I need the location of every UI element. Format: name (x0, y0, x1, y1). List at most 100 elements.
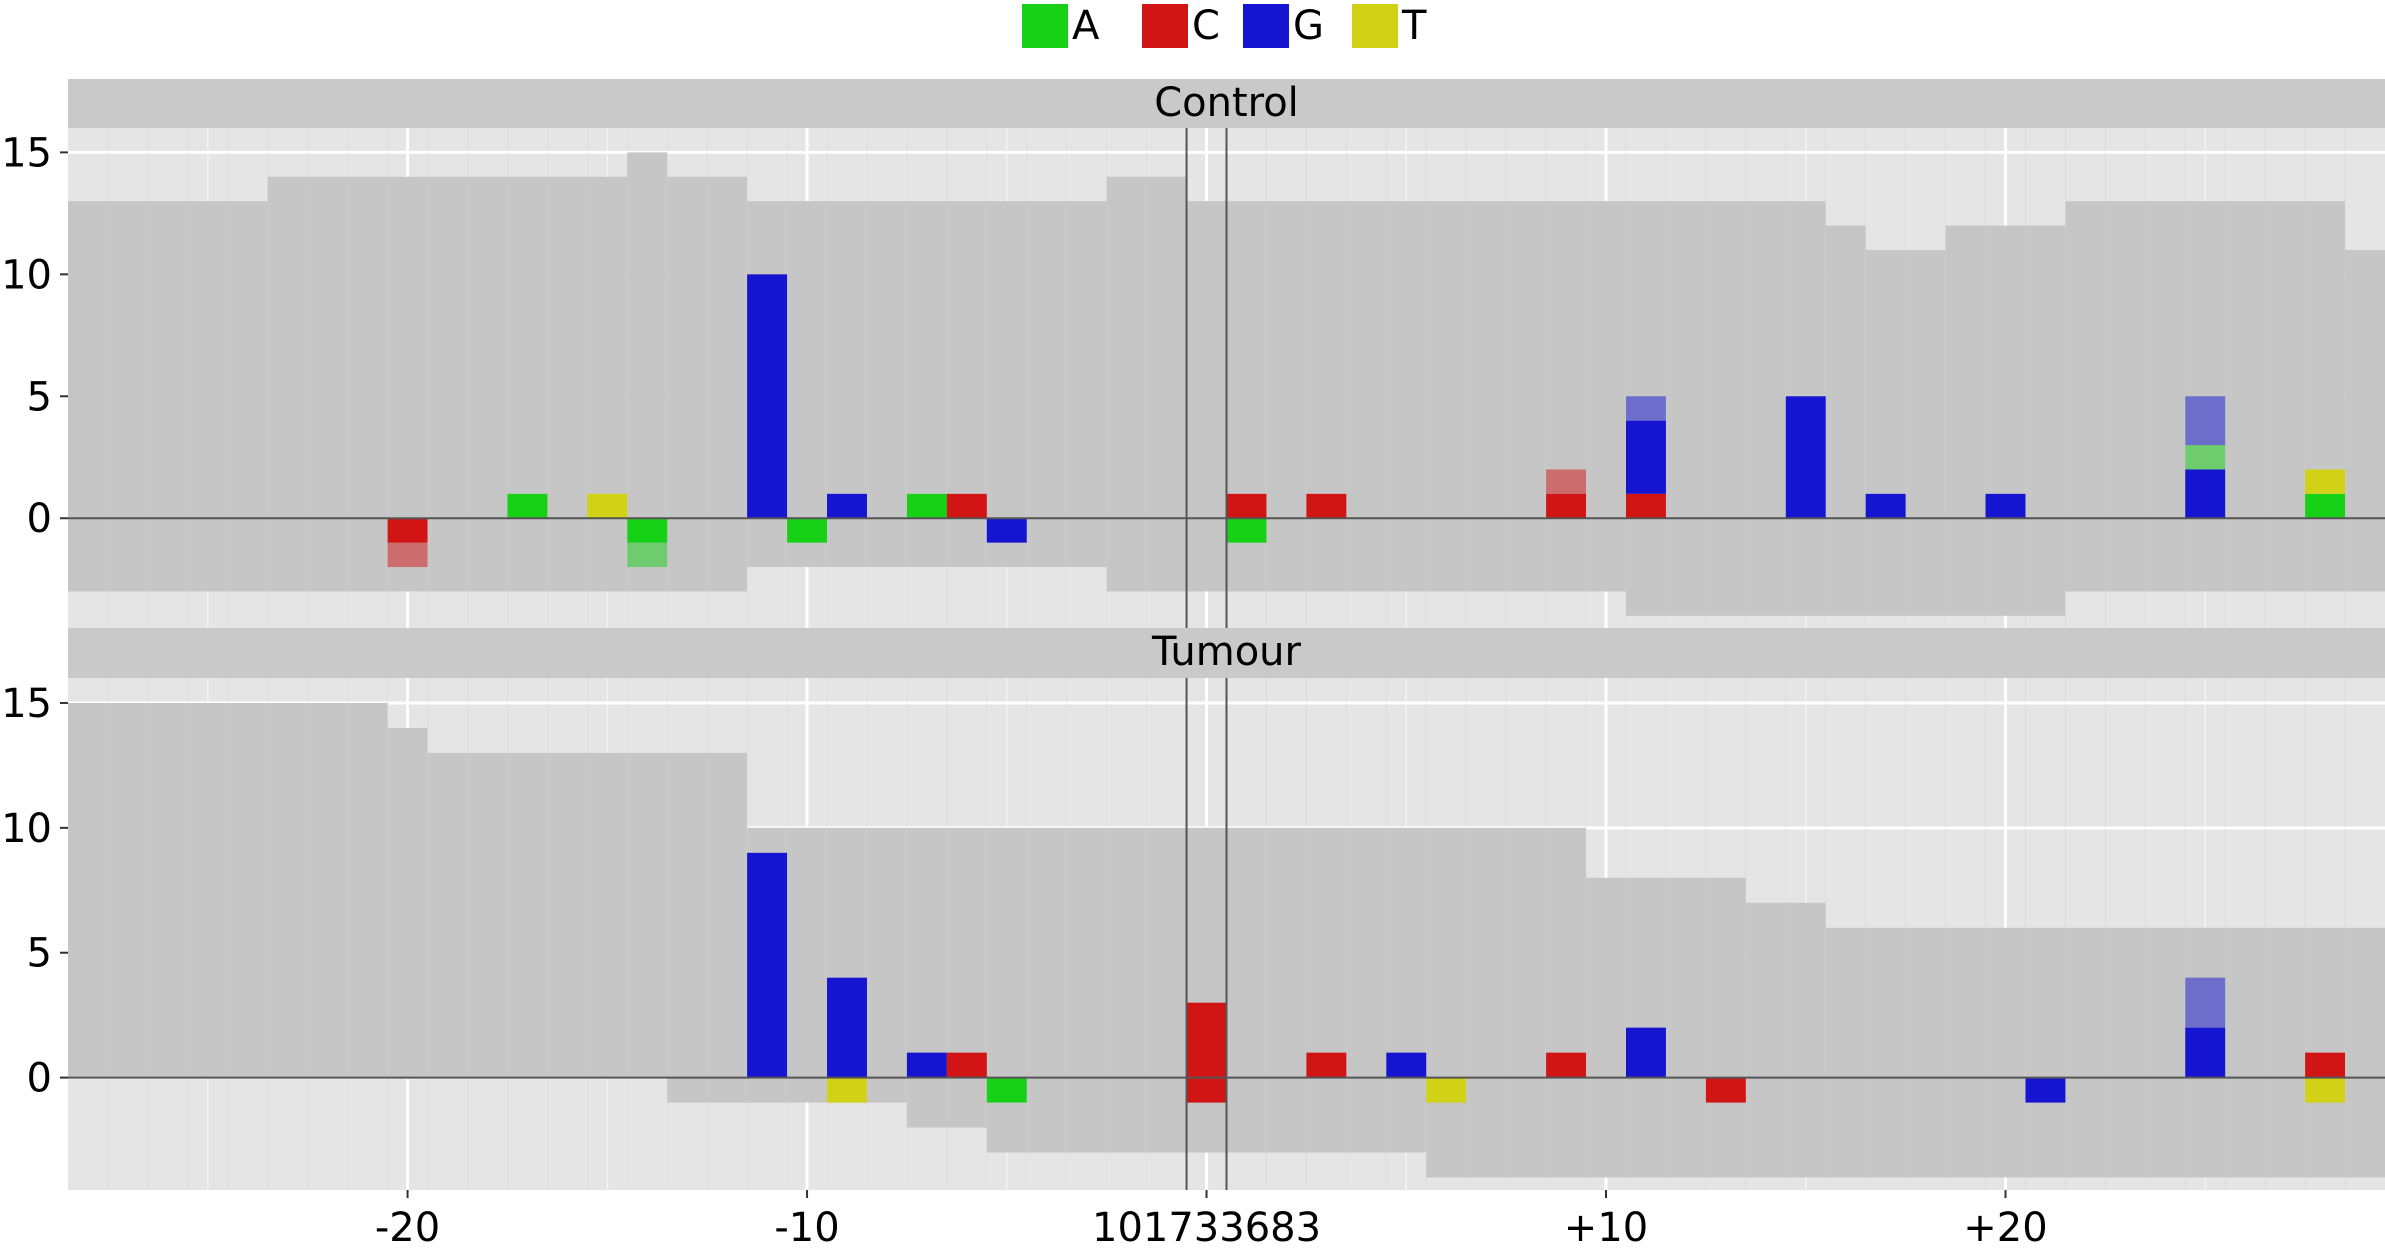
mismatch-bar-c (1546, 1052, 1587, 1078)
mismatch-bar-t (827, 1077, 867, 1103)
mismatch-bar-g (2185, 396, 2226, 446)
mismatch-bar-t (1426, 1077, 1467, 1103)
mismatch-bar-a (2305, 493, 2346, 519)
y-tick-label: 15 (1, 130, 52, 176)
depth-area-top (667, 176, 748, 519)
panel-control: Control 0 5 10 15 (1, 79, 2385, 628)
depth-area-top (1825, 225, 1866, 519)
mismatch-bar-c (1226, 493, 1267, 519)
panel-title: Control (1154, 80, 1299, 126)
panel-title: Tumour (1151, 629, 1302, 675)
legend-item-t: T (1352, 4, 1426, 48)
y-tick-label: 0 (27, 1056, 52, 1102)
mismatch-bar-c (1306, 1052, 1347, 1078)
y-tick-label: 10 (1, 252, 52, 298)
mismatch-bar-t (587, 493, 628, 519)
legend-item-c: C (1142, 4, 1220, 48)
legend-label: C (1192, 3, 1220, 49)
legend-swatch (1022, 4, 1068, 48)
y-tick-label: 15 (1, 681, 52, 727)
x-tick-label: +20 (1963, 1205, 2047, 1251)
mismatch-bar-c (1186, 1077, 1227, 1103)
mismatch-bar-g (1985, 493, 2026, 519)
mismatch-bar-c (1306, 493, 1347, 519)
mismatch-bar-g (1625, 396, 1666, 421)
y-tick-label: 5 (27, 931, 52, 977)
panel-tumour: Tumour 0 5 10 15 (1, 628, 2385, 1190)
mismatch-bar-c (1546, 469, 1587, 494)
mismatch-bar-c (1186, 1002, 1227, 1078)
depth-area-top (1825, 927, 2385, 1078)
legend-label: A (1072, 3, 1100, 49)
depth-area-top (1106, 176, 1187, 519)
mismatch-bar-g (906, 1052, 947, 1078)
depth-area-top (387, 727, 428, 1078)
legend-label: G (1293, 3, 1324, 49)
y-tick-label: 0 (27, 496, 52, 542)
mismatch-bar-c (946, 1052, 987, 1078)
mismatch-bar-g (2185, 469, 2226, 519)
y-tick-label: 5 (27, 374, 52, 420)
mismatch-bar-g (986, 518, 1027, 543)
mismatch-bar-g (1386, 1052, 1427, 1078)
mismatch-bar-g (2185, 977, 2226, 1028)
panel-strip (68, 79, 2385, 128)
mismatch-bar-g (1625, 1027, 1666, 1078)
depth-area-top (68, 702, 388, 1078)
mismatch-bar-a (507, 493, 548, 519)
mismatch-bar-a (1226, 518, 1267, 543)
mismatch-bar-a (986, 1077, 1027, 1103)
mismatch-bar-t (2305, 469, 2346, 494)
depth-area-top (2345, 249, 2385, 519)
y-tick-label: 10 (1, 806, 52, 852)
mismatch-bar-c (387, 518, 428, 543)
mismatch-bar-c (1625, 493, 1666, 519)
legend-item-a: A (1022, 4, 1099, 48)
mismatch-bar-g (1865, 493, 1906, 519)
depth-area-top (68, 201, 268, 519)
depth-area-top (627, 152, 668, 519)
depth-area-top (1186, 201, 1826, 519)
mismatch-bar-a (787, 518, 828, 543)
mismatch-bar-g (747, 852, 788, 1078)
depth-area-bottom (2065, 518, 2385, 592)
legend-swatch (1352, 4, 1398, 48)
mismatch-bar-a (627, 542, 668, 568)
legend-item-g: G (1243, 4, 1324, 48)
depth-area-top (427, 752, 748, 1078)
depth-area-bottom (906, 1077, 987, 1128)
mismatch-bar-g (1785, 396, 1826, 519)
depth-area-top (747, 827, 1587, 1078)
mismatch-bar-c (1546, 493, 1587, 519)
depth-area-top (1865, 249, 1946, 519)
legend-swatch (1243, 4, 1289, 48)
x-tick-label: 101733683 (1092, 1205, 1321, 1251)
depth-area-bottom (1625, 518, 2066, 616)
mismatch-bar-g (1625, 420, 1666, 494)
mismatch-bar-a (627, 518, 668, 543)
x-tick-label: -10 (774, 1205, 839, 1251)
mismatch-bar-a (906, 493, 947, 519)
legend-label: T (1402, 3, 1427, 49)
mismatch-bar-c (387, 542, 428, 568)
legend-swatch (1142, 4, 1188, 48)
mismatch-bar-g (2025, 1077, 2066, 1103)
depth-area-bottom (1426, 1077, 2385, 1178)
mismatch-bar-c (946, 493, 987, 519)
depth-area-top (267, 176, 628, 519)
mismatch-bar-t (2305, 1077, 2346, 1103)
mismatch-bar-g (2185, 1027, 2226, 1078)
panel-strip (68, 628, 2385, 678)
x-tick-label: +10 (1564, 1205, 1648, 1251)
depth-area-top (1945, 225, 2066, 519)
x-tick-label: -20 (375, 1205, 440, 1251)
depth-area-top (1745, 902, 1826, 1078)
mismatch-bar-c (1705, 1077, 1746, 1103)
depth-area-top (747, 201, 1107, 519)
mismatch-bar-a (2185, 445, 2226, 470)
mismatch-bar-g (747, 274, 788, 519)
depth-area-bottom (1106, 518, 1626, 592)
mismatch-bar-c (2305, 1052, 2346, 1078)
